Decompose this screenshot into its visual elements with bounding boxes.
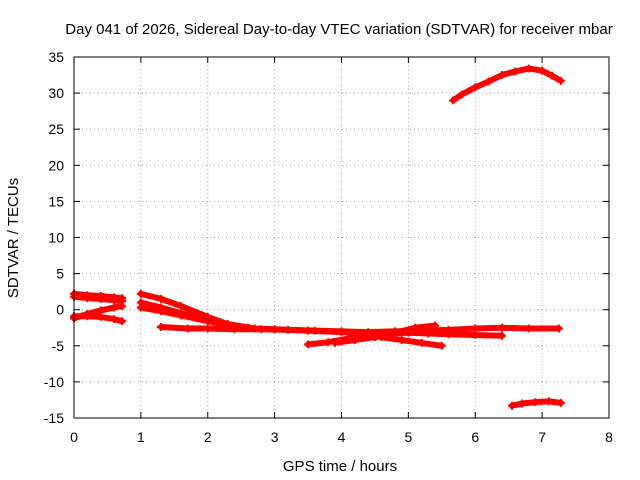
data-point [177,311,185,320]
data-point [457,90,466,99]
data-point [498,71,506,80]
x-tick-label: 2 [204,429,212,445]
data-point [498,331,506,340]
y-tick-label: -15 [44,410,64,426]
data-point [397,336,406,345]
data-point [556,398,565,407]
y-tick-label: 25 [48,121,64,137]
data-point [136,289,145,298]
data-point [370,333,379,342]
data-point [508,401,517,410]
y-tick-label: 15 [48,193,64,209]
data-point [110,296,119,305]
data-point [156,307,165,316]
data-point [156,323,165,332]
data-point [548,71,557,80]
data-point [417,338,426,347]
y-tick-label: 30 [48,85,64,101]
y-tick-label: 5 [56,266,64,282]
data-point [437,341,446,350]
data-point [544,397,553,406]
y-tick-label: 35 [48,49,64,65]
y-tick-label: 10 [48,230,64,246]
data-point [350,336,359,345]
data-point [203,317,212,326]
data-point [449,96,458,105]
data-point [391,328,399,337]
data-point [524,64,533,73]
data-point [324,338,333,347]
grid-lines [74,57,609,418]
y-tick-label: 0 [56,302,64,318]
data-point [110,315,119,324]
data-point [284,325,292,334]
data-point [177,302,185,311]
data-point [518,399,527,408]
data-point [330,338,339,347]
data-point [531,398,540,407]
data-point [484,77,493,86]
data-point [203,324,212,333]
data-point [230,325,239,334]
data-point [83,294,92,303]
x-tick-label: 0 [70,429,78,445]
data-point [304,340,313,349]
y-axis-label: SDTVAR / TECUs [5,178,22,298]
y-tick-label: -5 [52,338,65,354]
y-tick-label: -10 [44,374,64,390]
data-point [444,330,453,339]
data-point [136,303,145,312]
data-series [70,64,565,410]
data-point [431,321,440,330]
x-tick-label: 8 [605,429,613,445]
data-point [554,324,563,333]
data-point [424,329,433,338]
data-point [411,323,420,332]
data-point [183,324,192,333]
data-point [118,302,127,311]
y-tick-label: 20 [48,157,64,173]
x-tick-label: 3 [271,429,279,445]
x-tick-label: 6 [471,429,479,445]
data-point [498,323,506,332]
data-point [524,324,533,333]
data-point [118,317,127,326]
data-point [83,312,92,321]
data-point [556,76,565,85]
data-point [337,327,346,336]
chart-title: Day 041 of 2026, Sidereal Day-to-day VTE… [65,21,612,38]
series-line-trace-12 [450,65,564,104]
data-point [471,83,480,92]
x-tick-label: 4 [338,429,346,445]
data-point [538,66,547,75]
data-point [471,330,480,339]
data-point [96,294,105,303]
data-point [96,312,105,321]
x-axis-label: GPS time / hours [283,458,397,475]
tick-labels: 0 1 2 3 4 5 6 7 8 -15 -10 -5 0 5 10 15 20 25 30 35 [44,49,613,445]
data-point [511,67,520,76]
data-point [110,303,119,312]
data-point [257,325,266,334]
x-tick-label: 7 [538,429,546,445]
data-point [156,294,165,303]
x-tick-label: 1 [137,429,145,445]
data-point [310,326,319,335]
plot-frame [73,56,610,419]
x-tick-label: 5 [404,429,412,445]
